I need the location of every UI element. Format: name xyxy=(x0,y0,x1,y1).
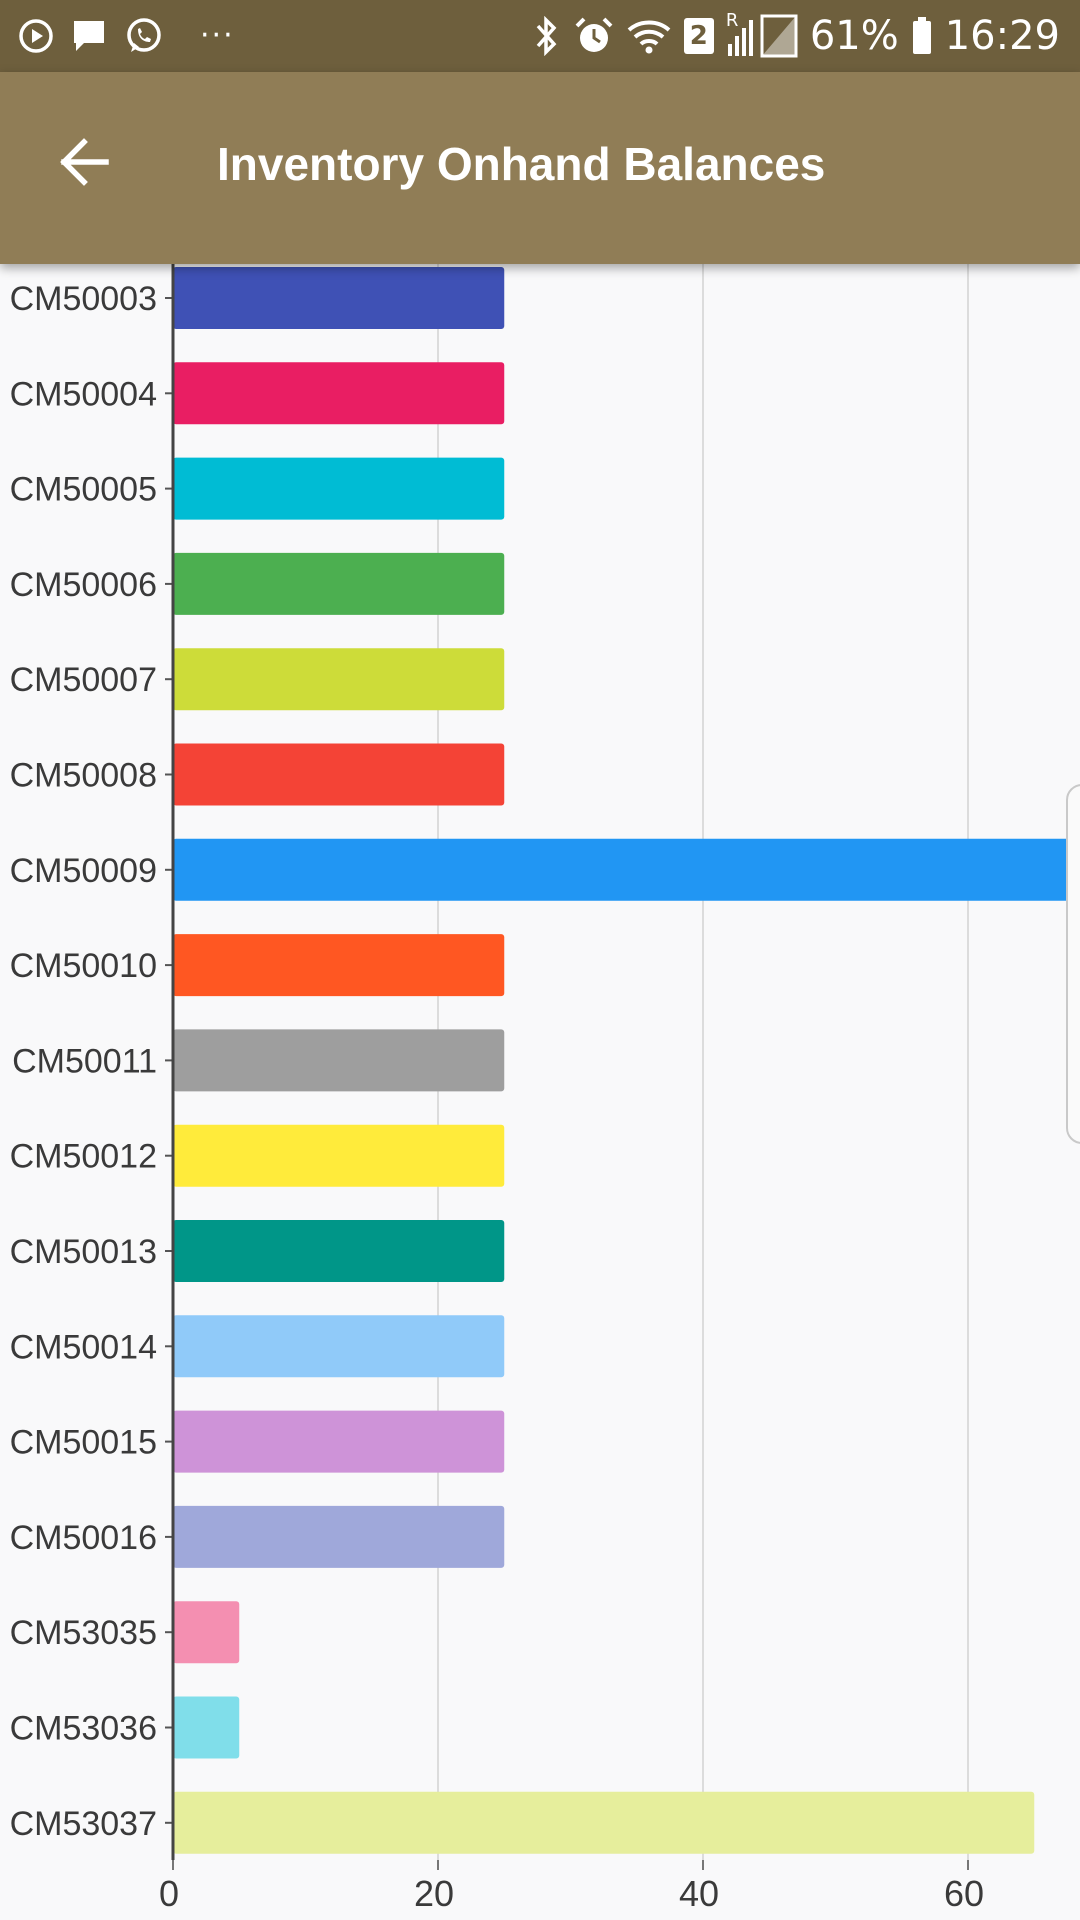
edge-panel-handle[interactable] xyxy=(1066,784,1080,1144)
y-tick-label: CM50005 xyxy=(10,471,157,509)
x-tick-label: 0 xyxy=(159,1873,179,1914)
bar-cm53035 xyxy=(173,1601,240,1664)
bar-cm50014 xyxy=(173,1315,505,1378)
roaming-indicator: R xyxy=(725,10,739,31)
bar-cm50013 xyxy=(173,1220,505,1282)
y-tick-label: CM50003 xyxy=(10,280,157,318)
y-tick-label: CM50010 xyxy=(10,947,157,985)
clock-time: 16:29 xyxy=(944,13,1060,59)
x-tick-label: 60 xyxy=(944,1873,984,1914)
bar-cm50016 xyxy=(173,1505,505,1568)
bar-cm50012 xyxy=(173,1124,505,1187)
y-tick-label: CM53035 xyxy=(10,1614,157,1652)
back-button[interactable] xyxy=(44,124,124,204)
x-tick-label: 20 xyxy=(414,1873,454,1914)
bar-cm50005 xyxy=(173,457,505,520)
y-tick-label: CM50014 xyxy=(10,1328,157,1366)
sim-2-icon: 2 xyxy=(683,18,714,54)
bar-cm50011 xyxy=(173,1029,505,1092)
bar-cm50003 xyxy=(173,267,505,329)
y-tick-label: CM53036 xyxy=(10,1710,157,1748)
y-tick-label: CM50007 xyxy=(10,661,157,699)
play-circle-icon xyxy=(18,18,54,54)
alarm-icon xyxy=(574,16,614,56)
y-tick-label: CM50006 xyxy=(10,566,157,604)
notification-icons: ··· xyxy=(18,14,235,58)
signal-icon: R xyxy=(726,10,798,58)
y-tick-label: CM50012 xyxy=(10,1138,157,1176)
bar-cm50015 xyxy=(173,1410,505,1473)
bar-cm50007 xyxy=(173,648,505,711)
page-title: Inventory Onhand Balances xyxy=(217,138,826,190)
bluetooth-icon xyxy=(532,16,562,56)
sim-badge: 2 xyxy=(689,21,708,51)
wifi-icon xyxy=(626,16,672,56)
app-bar: Inventory Onhand Balances xyxy=(0,72,1080,264)
bar-cm53037 xyxy=(173,1791,1035,1854)
y-tick-label: CM53037 xyxy=(10,1805,157,1843)
system-icons: 2 R 61% 16:29 xyxy=(532,10,1060,62)
bar-cm50006 xyxy=(173,552,505,615)
more-icon: ··· xyxy=(200,18,235,53)
bar-cm53036 xyxy=(173,1696,240,1759)
y-tick-label: CM50011 xyxy=(12,1042,157,1080)
x-tick-label: 40 xyxy=(679,1873,719,1914)
y-tick-label: CM50009 xyxy=(10,852,157,890)
bar-cm50004 xyxy=(173,362,505,425)
bar-cm50008 xyxy=(173,743,505,806)
whatsapp-icon xyxy=(124,16,164,56)
y-tick-label: CM50013 xyxy=(10,1233,157,1271)
chat-icon xyxy=(70,17,108,55)
y-tick-label: CM50004 xyxy=(10,375,157,413)
y-tick-label: CM50016 xyxy=(10,1519,157,1557)
bar-cm50009 xyxy=(173,838,1074,901)
y-tick-label: CM50015 xyxy=(10,1424,157,1462)
battery-percent: 61% xyxy=(809,13,899,59)
arrow-back-icon xyxy=(56,134,112,195)
bar-cm50010 xyxy=(173,934,505,997)
battery-icon xyxy=(911,16,933,56)
status-bar: ··· 2 R 61% 16:29 xyxy=(0,0,1080,72)
y-tick-label: CM50008 xyxy=(10,757,157,795)
